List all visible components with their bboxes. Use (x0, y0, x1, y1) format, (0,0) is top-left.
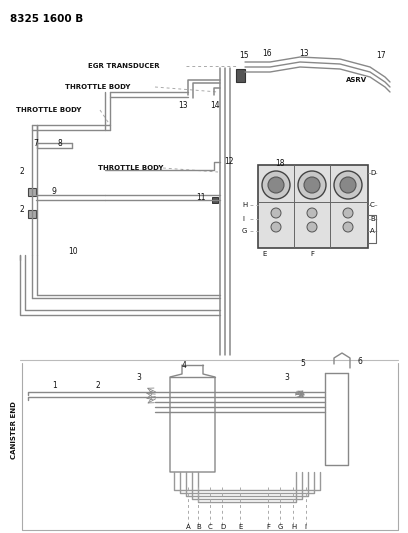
Text: C: C (370, 202, 375, 208)
Text: 4: 4 (182, 360, 187, 369)
Circle shape (334, 171, 362, 199)
Text: CANISTER END: CANISTER END (11, 401, 17, 459)
Text: D: D (220, 524, 225, 530)
Circle shape (343, 208, 353, 218)
Circle shape (298, 171, 326, 199)
Text: 14: 14 (210, 101, 220, 109)
Text: B: B (370, 216, 375, 222)
Text: F: F (310, 251, 314, 257)
Bar (28, 188, 36, 196)
Bar (258, 165, 368, 248)
Text: 6: 6 (357, 358, 362, 367)
Circle shape (268, 177, 284, 193)
Text: 5: 5 (300, 359, 305, 367)
Text: E: E (262, 251, 266, 257)
Circle shape (307, 222, 317, 232)
Bar (28, 210, 36, 218)
Text: ASRV: ASRV (346, 77, 367, 83)
Text: THROTTLE BODY: THROTTLE BODY (98, 165, 163, 171)
Text: H: H (242, 202, 247, 208)
Text: 2: 2 (20, 166, 25, 175)
Circle shape (304, 177, 320, 193)
Text: 10: 10 (68, 247, 78, 256)
Text: I: I (304, 524, 306, 530)
Text: 8325 1600 B: 8325 1600 B (10, 14, 83, 24)
Text: 16: 16 (262, 50, 272, 59)
Text: B: B (196, 524, 201, 530)
Text: 3: 3 (284, 373, 289, 382)
Text: H: H (291, 524, 296, 530)
Text: D: D (370, 170, 375, 176)
Text: 2: 2 (96, 381, 101, 390)
Text: 3: 3 (136, 373, 141, 382)
Text: 12: 12 (224, 157, 233, 166)
Text: 1: 1 (52, 381, 57, 390)
Text: 13: 13 (299, 49, 308, 58)
Text: 18: 18 (275, 158, 284, 167)
Text: C: C (208, 524, 213, 530)
Text: THROTTLE BODY: THROTTLE BODY (65, 84, 131, 90)
Text: I: I (242, 216, 244, 222)
Circle shape (343, 222, 353, 232)
Circle shape (307, 208, 317, 218)
Text: 8: 8 (58, 139, 63, 148)
Text: E: E (238, 524, 242, 530)
Text: A: A (370, 228, 375, 234)
Text: G: G (278, 524, 284, 530)
Text: THROTTLE BODY: THROTTLE BODY (16, 107, 81, 113)
Circle shape (271, 208, 281, 218)
Text: 17: 17 (376, 51, 386, 60)
Text: 11: 11 (196, 193, 206, 203)
Circle shape (340, 177, 356, 193)
Text: 15: 15 (239, 52, 248, 61)
Text: A: A (186, 524, 191, 530)
Text: 2: 2 (20, 206, 25, 214)
Text: 13: 13 (178, 101, 188, 109)
Text: EGR TRANSDUCER: EGR TRANSDUCER (88, 63, 160, 69)
Text: F: F (266, 524, 270, 530)
Circle shape (262, 171, 290, 199)
Text: 7: 7 (33, 139, 38, 148)
Text: 9: 9 (51, 188, 56, 197)
Text: G: G (242, 228, 247, 234)
Bar (212, 197, 218, 203)
Circle shape (271, 222, 281, 232)
Bar (236, 69, 245, 82)
